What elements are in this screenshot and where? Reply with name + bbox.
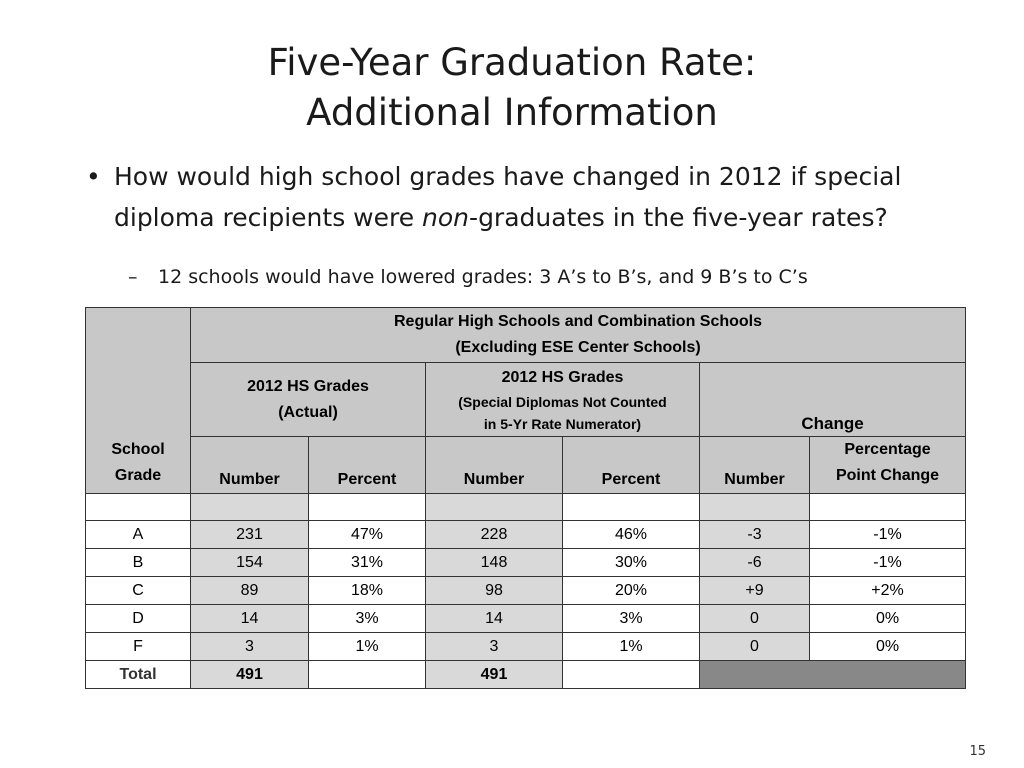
actual-grades-header: 2012 HS Grades (Actual)	[190, 362, 426, 437]
bullet-question-emphasis: non	[422, 203, 470, 232]
special-percent-cell: 30%	[562, 548, 700, 577]
special-number-cell: 228	[425, 520, 563, 549]
actual-percent-cell: 3%	[308, 604, 426, 633]
grade-cell: C	[85, 576, 191, 605]
special-number-cell: 14	[425, 604, 563, 633]
actual-number-cell: 154	[190, 548, 309, 577]
special-percent-cell: 3%	[562, 604, 700, 633]
table-row: C 89 18% 98 20% +9 +2%	[85, 576, 967, 605]
spacer-cell	[699, 493, 810, 521]
title-line-1: Five-Year Graduation Rate:	[267, 41, 757, 84]
bullet-question-part1: How would high school grades have change…	[114, 162, 902, 232]
total-empty-cell	[562, 660, 700, 689]
col-special-number: Number	[425, 436, 563, 494]
change-percent-cell: 0%	[808, 632, 967, 661]
grade-cell: F	[85, 632, 191, 661]
actual-percent-cell: 1%	[308, 632, 426, 661]
col-ppc-line1: Percentage	[844, 441, 931, 458]
special-header-line3: in 5-Yr Rate Numerator)	[483, 415, 642, 432]
school-grade-header-line2: Grade	[114, 467, 162, 484]
col-change-number: Number	[699, 436, 810, 494]
dash-icon: –	[128, 266, 138, 288]
actual-number-cell: 89	[190, 576, 309, 605]
change-number-cell: -3	[699, 520, 810, 549]
special-header-line1: 2012 HS Grades	[501, 368, 624, 386]
special-number-cell: 148	[425, 548, 563, 577]
change-number-cell: 0	[699, 604, 810, 633]
page-number: 15	[969, 744, 986, 759]
special-percent-cell: 1%	[562, 632, 700, 661]
actual-header-line2: (Actual)	[278, 403, 338, 421]
change-header: Change	[698, 362, 967, 437]
change-number-cell: +9	[699, 576, 810, 605]
change-percent-cell: 0%	[808, 604, 967, 633]
actual-percent-cell: 18%	[308, 576, 426, 605]
table-row: B 154 31% 148 30% -6 -1%	[85, 548, 967, 577]
col-change-ppc: Percentage Point Change	[808, 436, 967, 494]
col-ppc-line2: Point Change	[835, 467, 940, 484]
spacer-cell	[85, 493, 191, 521]
col-special-percent: Percent	[562, 436, 700, 494]
spacer-cell	[425, 493, 563, 521]
actual-number-cell: 231	[190, 520, 309, 549]
special-percent-cell: 20%	[562, 576, 700, 605]
change-percent-cell: +2%	[808, 576, 967, 605]
table-row: D 14 3% 14 3% 0 0%	[85, 604, 967, 633]
special-grades-header: 2012 HS Grades (Special Diplomas Not Cou…	[425, 362, 700, 437]
bullet-question-part2: -graduates in the five-year rates?	[469, 203, 888, 232]
spacer-cell	[308, 493, 426, 521]
actual-number-cell: 14	[190, 604, 309, 633]
actual-number-cell: 3	[190, 632, 309, 661]
bullet-dot-icon: •	[86, 162, 101, 191]
grades-table: School Grade Regular High Schools and Co…	[85, 307, 967, 689]
total-empty-cell	[308, 660, 426, 689]
actual-percent-cell: 47%	[308, 520, 426, 549]
change-percent-cell: -1%	[808, 520, 967, 549]
group-header: Regular High Schools and Combination Sch…	[189, 307, 967, 363]
special-number-cell: 3	[425, 632, 563, 661]
bullet-question-text: How would high school grades have change…	[114, 156, 984, 238]
special-number-cell: 98	[425, 576, 563, 605]
special-percent-cell: 46%	[562, 520, 700, 549]
school-grade-header: School Grade	[85, 307, 191, 494]
group-header-line1: Regular High Schools and Combination Sch…	[394, 313, 763, 330]
grade-cell: B	[85, 548, 191, 577]
change-number-cell: -6	[699, 548, 810, 577]
total-actual-number: 491	[190, 660, 309, 689]
table-row: F 3 1% 3 1% 0 0%	[85, 632, 967, 661]
actual-percent-cell: 31%	[308, 548, 426, 577]
col-actual-number: Number	[190, 436, 309, 494]
sub-bullet-text: 12 schools would have lowered grades: 3 …	[158, 266, 808, 288]
grade-cell: D	[85, 604, 191, 633]
group-header-line2: (Excluding ESE Center Schools)	[455, 339, 701, 356]
change-number-cell: 0	[699, 632, 810, 661]
special-header-line2: (Special Diplomas Not Counted	[458, 393, 667, 410]
spacer-cell	[808, 493, 967, 521]
col-actual-percent: Percent	[308, 436, 426, 494]
actual-header-line1: 2012 HS Grades	[247, 377, 369, 395]
spacer-cell	[190, 493, 309, 521]
slide-title: Five-Year Graduation Rate: Additional In…	[0, 38, 1024, 138]
total-special-number: 491	[425, 660, 563, 689]
title-line-2: Additional Information	[306, 91, 718, 134]
change-percent-cell: -1%	[808, 548, 967, 577]
school-grade-header-line1: School	[111, 441, 165, 458]
spacer-cell	[562, 493, 700, 521]
total-label: Total	[85, 660, 191, 689]
total-change-filler	[698, 660, 967, 689]
grade-cell: A	[85, 520, 191, 549]
table-row: A 231 47% 228 46% -3 -1%	[85, 520, 967, 549]
total-row: Total 491 491	[85, 660, 967, 689]
spacer-row	[85, 493, 967, 521]
